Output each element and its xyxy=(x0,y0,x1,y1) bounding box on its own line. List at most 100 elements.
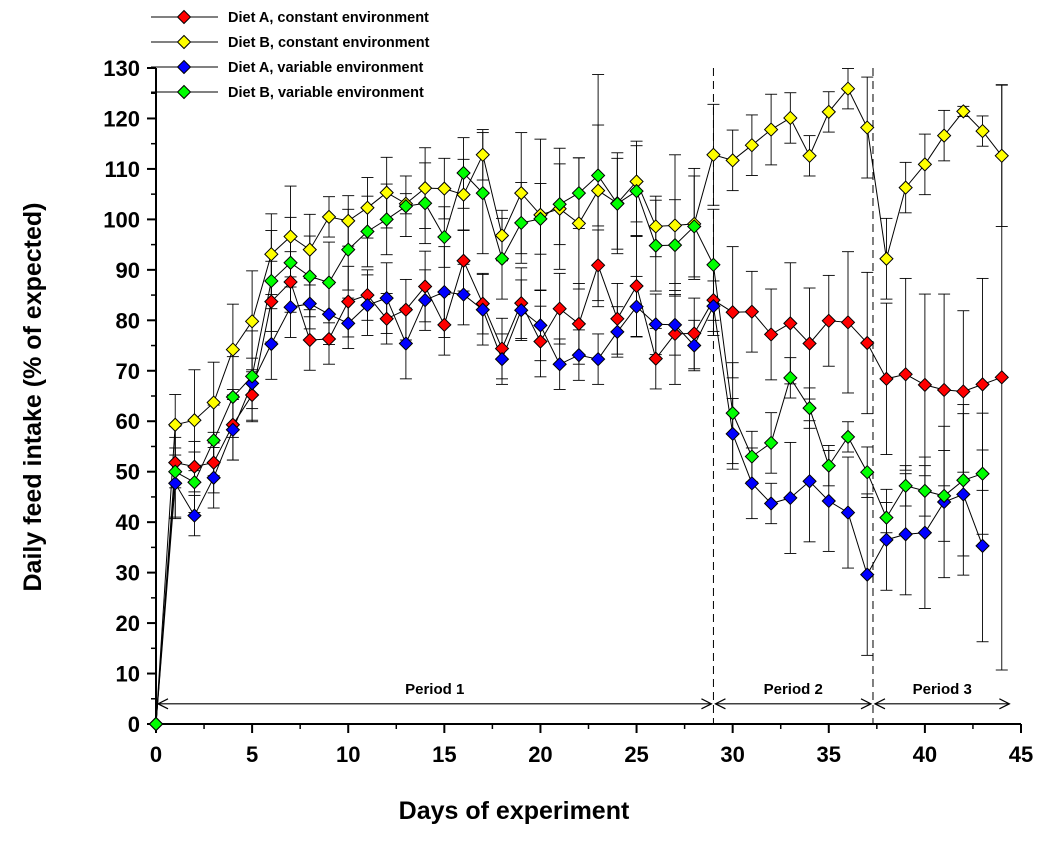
data-point xyxy=(302,269,317,284)
y-tick-label: 80 xyxy=(116,308,140,333)
period-arrowhead-right xyxy=(701,698,713,710)
data-point xyxy=(629,278,644,294)
data-point xyxy=(821,313,836,329)
data-point xyxy=(168,464,183,479)
x-tick-label: 35 xyxy=(817,742,841,767)
period-arrowhead-left xyxy=(714,698,726,710)
data-point xyxy=(206,455,221,470)
x-tick-label: 10 xyxy=(336,742,360,767)
data-point xyxy=(571,316,587,332)
y-tick-label: 40 xyxy=(116,510,140,535)
data-point xyxy=(994,148,1009,164)
data-point xyxy=(398,302,414,317)
data-point xyxy=(283,299,298,315)
data-point xyxy=(398,199,414,214)
data-point xyxy=(917,525,933,540)
data-point xyxy=(456,187,471,202)
data-point xyxy=(206,433,221,448)
legend-label: Diet A, constant environment xyxy=(228,10,429,26)
data-point xyxy=(475,185,490,201)
data-point xyxy=(879,532,894,548)
data-point xyxy=(379,290,394,306)
data-point xyxy=(840,505,856,520)
data-point xyxy=(667,326,683,342)
data-point xyxy=(840,429,856,445)
data-point xyxy=(321,331,337,347)
data-point xyxy=(783,316,798,331)
error-bars xyxy=(169,68,1008,671)
data-point xyxy=(341,294,356,309)
data-point xyxy=(763,122,779,137)
data-point xyxy=(667,237,683,253)
data-point xyxy=(956,384,971,399)
data-point xyxy=(648,351,663,366)
data-point xyxy=(802,474,817,489)
data-point xyxy=(321,275,337,290)
data-point xyxy=(706,147,721,163)
data-point xyxy=(417,292,433,308)
data-point xyxy=(783,370,798,386)
legend-label: Diet A, variable environment xyxy=(228,60,423,76)
data-point xyxy=(283,229,298,244)
data-point xyxy=(552,357,567,372)
data-point xyxy=(187,459,202,474)
data-point xyxy=(244,314,260,329)
data-point xyxy=(379,212,394,227)
data-point xyxy=(494,251,510,266)
data-point xyxy=(802,400,817,416)
y-tick-label: 90 xyxy=(116,258,140,283)
data-point xyxy=(898,367,913,382)
data-point xyxy=(456,253,471,268)
y-tick-label: 30 xyxy=(116,561,140,586)
data-point xyxy=(571,185,587,201)
period-label: Period 2 xyxy=(764,681,823,698)
data-point xyxy=(283,255,298,270)
data-point xyxy=(994,370,1009,385)
y-tick-label: 50 xyxy=(116,460,140,485)
data-point xyxy=(533,211,548,227)
data-point xyxy=(860,464,875,480)
y-tick-label: 70 xyxy=(116,359,140,384)
x-tick-label: 40 xyxy=(913,742,937,767)
data-point xyxy=(302,332,317,348)
data-point xyxy=(321,307,337,322)
data-point xyxy=(763,327,779,342)
data-point xyxy=(917,377,933,393)
data-point xyxy=(514,303,529,318)
data-point xyxy=(264,273,279,289)
data-point xyxy=(763,435,779,451)
data-point xyxy=(879,510,894,525)
data-point xyxy=(687,219,702,234)
data-point xyxy=(706,257,721,273)
data-point xyxy=(552,301,567,316)
data-point xyxy=(840,81,856,96)
data-point xyxy=(744,449,760,464)
series-line xyxy=(155,291,984,725)
y-tick-label: 10 xyxy=(116,662,140,687)
data-point xyxy=(821,458,836,473)
data-point xyxy=(514,185,529,201)
data-point xyxy=(302,296,317,311)
data-point xyxy=(475,147,490,163)
data-point xyxy=(398,336,414,351)
legend-marker xyxy=(176,84,192,100)
data-point xyxy=(917,157,933,172)
data-point xyxy=(936,488,952,504)
x-axis-label: Days of experiment xyxy=(399,797,630,825)
data-point xyxy=(590,183,606,198)
x-tick-label: 20 xyxy=(528,742,552,767)
data-point xyxy=(648,238,663,253)
data-point xyxy=(187,413,202,428)
x-tick-label: 25 xyxy=(624,742,648,767)
data-point xyxy=(783,490,798,506)
data-point xyxy=(975,538,990,554)
data-point xyxy=(610,196,625,211)
data-point xyxy=(590,351,606,367)
x-tick-label: 45 xyxy=(1009,742,1033,767)
data-point xyxy=(379,185,394,200)
data-point xyxy=(860,567,875,582)
data-point xyxy=(840,315,856,330)
data-point xyxy=(879,371,894,387)
legend: Diet A, constant environment Diet B, cons… xyxy=(151,9,430,101)
